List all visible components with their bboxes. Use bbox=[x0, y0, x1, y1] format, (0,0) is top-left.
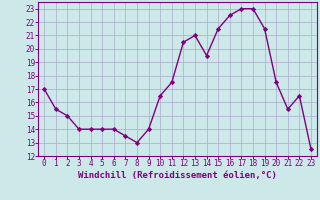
X-axis label: Windchill (Refroidissement éolien,°C): Windchill (Refroidissement éolien,°C) bbox=[78, 171, 277, 180]
